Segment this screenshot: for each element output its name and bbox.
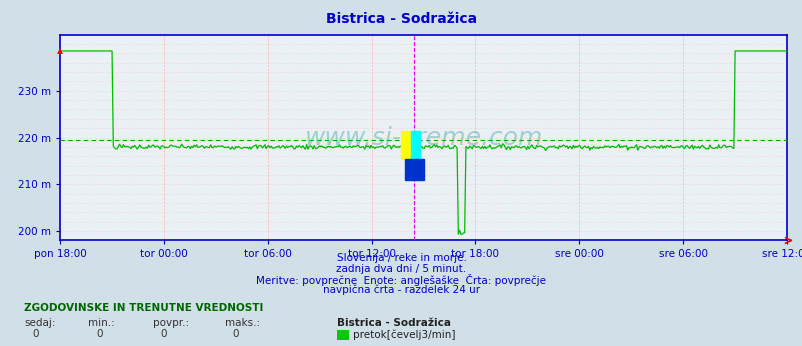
Text: Bistrica - Sodražica: Bistrica - Sodražica bbox=[337, 318, 451, 328]
Text: 0: 0 bbox=[32, 329, 38, 339]
Text: zadnja dva dni / 5 minut.: zadnja dva dni / 5 minut. bbox=[336, 264, 466, 274]
Text: povpr.:: povpr.: bbox=[152, 318, 188, 328]
Text: maks.:: maks.: bbox=[225, 318, 260, 328]
Text: sedaj:: sedaj: bbox=[24, 318, 55, 328]
Text: 0: 0 bbox=[96, 329, 103, 339]
Text: www.si-vreme.com: www.si-vreme.com bbox=[304, 126, 542, 149]
Bar bbox=[410, 130, 419, 158]
Text: navpična črta - razdelek 24 ur: navpična črta - razdelek 24 ur bbox=[322, 284, 480, 295]
Text: Bistrica - Sodražica: Bistrica - Sodražica bbox=[326, 12, 476, 26]
Text: ZGODOVINSKE IN TRENUTNE VREDNOSTI: ZGODOVINSKE IN TRENUTNE VREDNOSTI bbox=[24, 303, 263, 313]
Text: Meritve: povprečne  Enote: anglešaške  Črta: povprečje: Meritve: povprečne Enote: anglešaške Črt… bbox=[256, 274, 546, 286]
Text: Slovenija / reke in morje.: Slovenija / reke in morje. bbox=[336, 253, 466, 263]
Bar bbox=[405, 158, 423, 180]
Text: min.:: min.: bbox=[88, 318, 115, 328]
Text: pretok[čevelj3/min]: pretok[čevelj3/min] bbox=[353, 329, 456, 340]
Text: 0: 0 bbox=[160, 329, 167, 339]
Bar bbox=[400, 130, 410, 158]
Text: 0: 0 bbox=[233, 329, 239, 339]
